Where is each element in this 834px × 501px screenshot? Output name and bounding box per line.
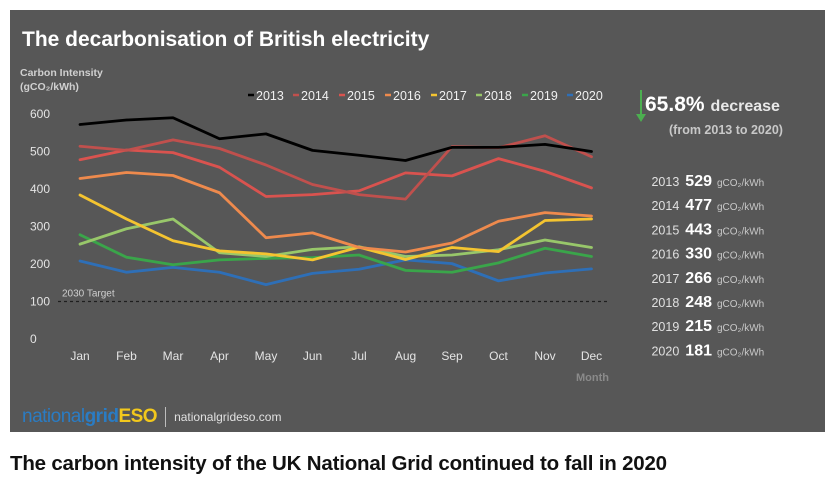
annual-value: 181 bbox=[685, 342, 712, 359]
series-line-2017 bbox=[78, 193, 593, 262]
national-grid-eso-logo[interactable]: nationalgridESO bbox=[22, 406, 158, 427]
annual-year: 2016 bbox=[651, 248, 679, 262]
annual-average-row: 2019 215 bbox=[651, 318, 712, 335]
legend-label-2019: 2019 bbox=[530, 89, 558, 103]
y-tick-label: 500 bbox=[30, 145, 50, 159]
annual-value: 477 bbox=[685, 197, 712, 214]
decrease-callout: 65.8% decrease (from 2013 to 2020) bbox=[636, 90, 783, 137]
annual-value: 215 bbox=[685, 318, 712, 335]
annual-value: 248 bbox=[685, 294, 712, 311]
series-line-2016 bbox=[78, 171, 593, 254]
x-tick-label: Jan bbox=[70, 349, 89, 363]
footer-url-link[interactable]: nationalgrideso.com bbox=[174, 410, 282, 424]
annual-value: 529 bbox=[685, 173, 712, 190]
series-line-2020 bbox=[78, 258, 593, 287]
x-tick-label: Dec bbox=[581, 349, 602, 363]
x-tick-label: Jun bbox=[303, 349, 322, 363]
annual-unit: gCO₂/kWh bbox=[717, 347, 764, 358]
decrease-word: decrease bbox=[711, 98, 780, 115]
chart-title: The decarbonisation of British electrici… bbox=[22, 28, 430, 51]
legend-label-2018: 2018 bbox=[484, 89, 512, 103]
annual-unit: gCO₂/kWh bbox=[717, 251, 764, 262]
x-tick-label: Oct bbox=[489, 349, 508, 363]
decrease-value: 65.8% bbox=[645, 93, 705, 116]
y-tick-label: 200 bbox=[30, 257, 50, 271]
x-tick-label: Jul bbox=[351, 349, 366, 363]
annual-average-row: 2014 477 bbox=[651, 197, 712, 214]
annual-average-row: 2020 181 bbox=[651, 342, 712, 359]
legend-label-2013: 2013 bbox=[256, 89, 284, 103]
y-tick-label: 100 bbox=[30, 295, 50, 309]
chart-panel: Carbon Intensity (gCO₂/kWh) 0 100 200 300 40… bbox=[10, 10, 825, 432]
x-tick-label: Aug bbox=[395, 349, 416, 363]
legend-label-2016: 2016 bbox=[393, 89, 421, 103]
annual-unit: gCO₂/kWh bbox=[717, 226, 764, 237]
annual-year: 2018 bbox=[651, 296, 679, 310]
x-tick-label: Nov bbox=[534, 349, 555, 363]
chart-legend: 2013 2014 2015 2016 2017 2018 2019 2020 bbox=[248, 89, 603, 103]
legend-label-2015: 2015 bbox=[347, 89, 375, 103]
x-tick-label: Mar bbox=[163, 349, 184, 363]
decrease-text: 65.8% decrease bbox=[645, 93, 780, 116]
y-tick-label: 400 bbox=[30, 182, 50, 196]
x-tick-label: Apr bbox=[210, 349, 229, 363]
annual-year: 2020 bbox=[651, 344, 679, 358]
annual-unit: gCO₂/kWh bbox=[717, 178, 764, 189]
figure-caption: The carbon intensity of the UK National … bbox=[10, 452, 667, 475]
annual-year: 2014 bbox=[651, 199, 679, 213]
annual-value: 266 bbox=[685, 270, 712, 287]
annual-value: 443 bbox=[685, 221, 712, 238]
annual-unit: gCO₂/kWh bbox=[717, 299, 764, 310]
down-arrow-icon bbox=[636, 114, 646, 122]
legend-label-2020: 2020 bbox=[575, 89, 603, 103]
annual-average-row: 2015 443 bbox=[651, 221, 712, 238]
x-tick-label: Feb bbox=[116, 349, 137, 363]
annual-value: 330 bbox=[685, 246, 712, 263]
annual-year: 2017 bbox=[651, 272, 679, 286]
y-tick-label: 0 bbox=[30, 332, 37, 346]
series-lines bbox=[78, 116, 593, 287]
annual-average-row: 2016 330 bbox=[651, 246, 712, 263]
annual-averages: 2013 529 gCO₂/kWh 2014 477 gCO₂/kWh 2015 443 gCO… bbox=[651, 173, 764, 359]
annual-average-row: 2018 248 bbox=[651, 294, 712, 311]
y-tick-label: 600 bbox=[30, 107, 50, 121]
legend-label-2014: 2014 bbox=[301, 89, 329, 103]
series-line-2015 bbox=[78, 148, 593, 198]
annual-average-row: 2017 266 bbox=[651, 270, 712, 287]
footer: nationalgridESO nationalgrideso.com bbox=[22, 406, 281, 428]
annual-unit: gCO₂/kWh bbox=[717, 275, 764, 286]
annual-year: 2015 bbox=[651, 223, 679, 237]
x-tick-label: May bbox=[255, 349, 278, 363]
annual-average-row: 2013 529 bbox=[651, 173, 712, 190]
annual-year: 2019 bbox=[651, 320, 679, 334]
y-axis-label-line1: Carbon Intensity bbox=[20, 67, 103, 79]
carbon-intensity-chart: Carbon Intensity (gCO₂/kWh) 0 100 200 300 40… bbox=[20, 67, 783, 384]
legend-label-2017: 2017 bbox=[439, 89, 467, 103]
footer-divider bbox=[165, 407, 167, 427]
x-tick-label: Sep bbox=[441, 349, 463, 363]
y-axis-ticks: 0 100 200 300 400 500 600 bbox=[30, 107, 50, 346]
y-tick-label: 300 bbox=[30, 220, 50, 234]
target-label: 2030 Target bbox=[62, 289, 115, 300]
annual-year: 2013 bbox=[651, 175, 679, 189]
x-axis-label: Month bbox=[576, 372, 609, 384]
series-line-2013 bbox=[78, 116, 593, 162]
y-axis-label-line2: (gCO₂/kWh) bbox=[20, 81, 79, 93]
annual-unit: gCO₂/kWh bbox=[717, 202, 764, 213]
decrease-note: (from 2013 to 2020) bbox=[669, 123, 783, 137]
series-line-2019 bbox=[78, 233, 593, 274]
series-line-2018 bbox=[78, 217, 593, 258]
x-axis-ticks: Jan Feb Mar Apr May Jun Jul Aug Sep Oct Nov Dec bbox=[70, 349, 602, 363]
annual-unit: gCO₂/kWh bbox=[717, 323, 764, 334]
